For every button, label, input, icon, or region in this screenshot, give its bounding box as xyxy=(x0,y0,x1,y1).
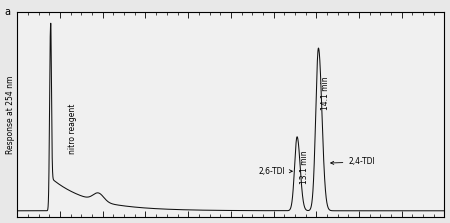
Text: a: a xyxy=(4,7,10,17)
Text: 13.1 min: 13.1 min xyxy=(300,151,309,184)
Text: 2,6-TDI: 2,6-TDI xyxy=(259,167,292,176)
Text: 14.1 min: 14.1 min xyxy=(321,76,330,110)
Y-axis label: Response at 254 nm: Response at 254 nm xyxy=(5,76,14,154)
Text: 2,4-TDI: 2,4-TDI xyxy=(331,157,375,167)
Text: nitro reagent: nitro reagent xyxy=(68,103,76,154)
